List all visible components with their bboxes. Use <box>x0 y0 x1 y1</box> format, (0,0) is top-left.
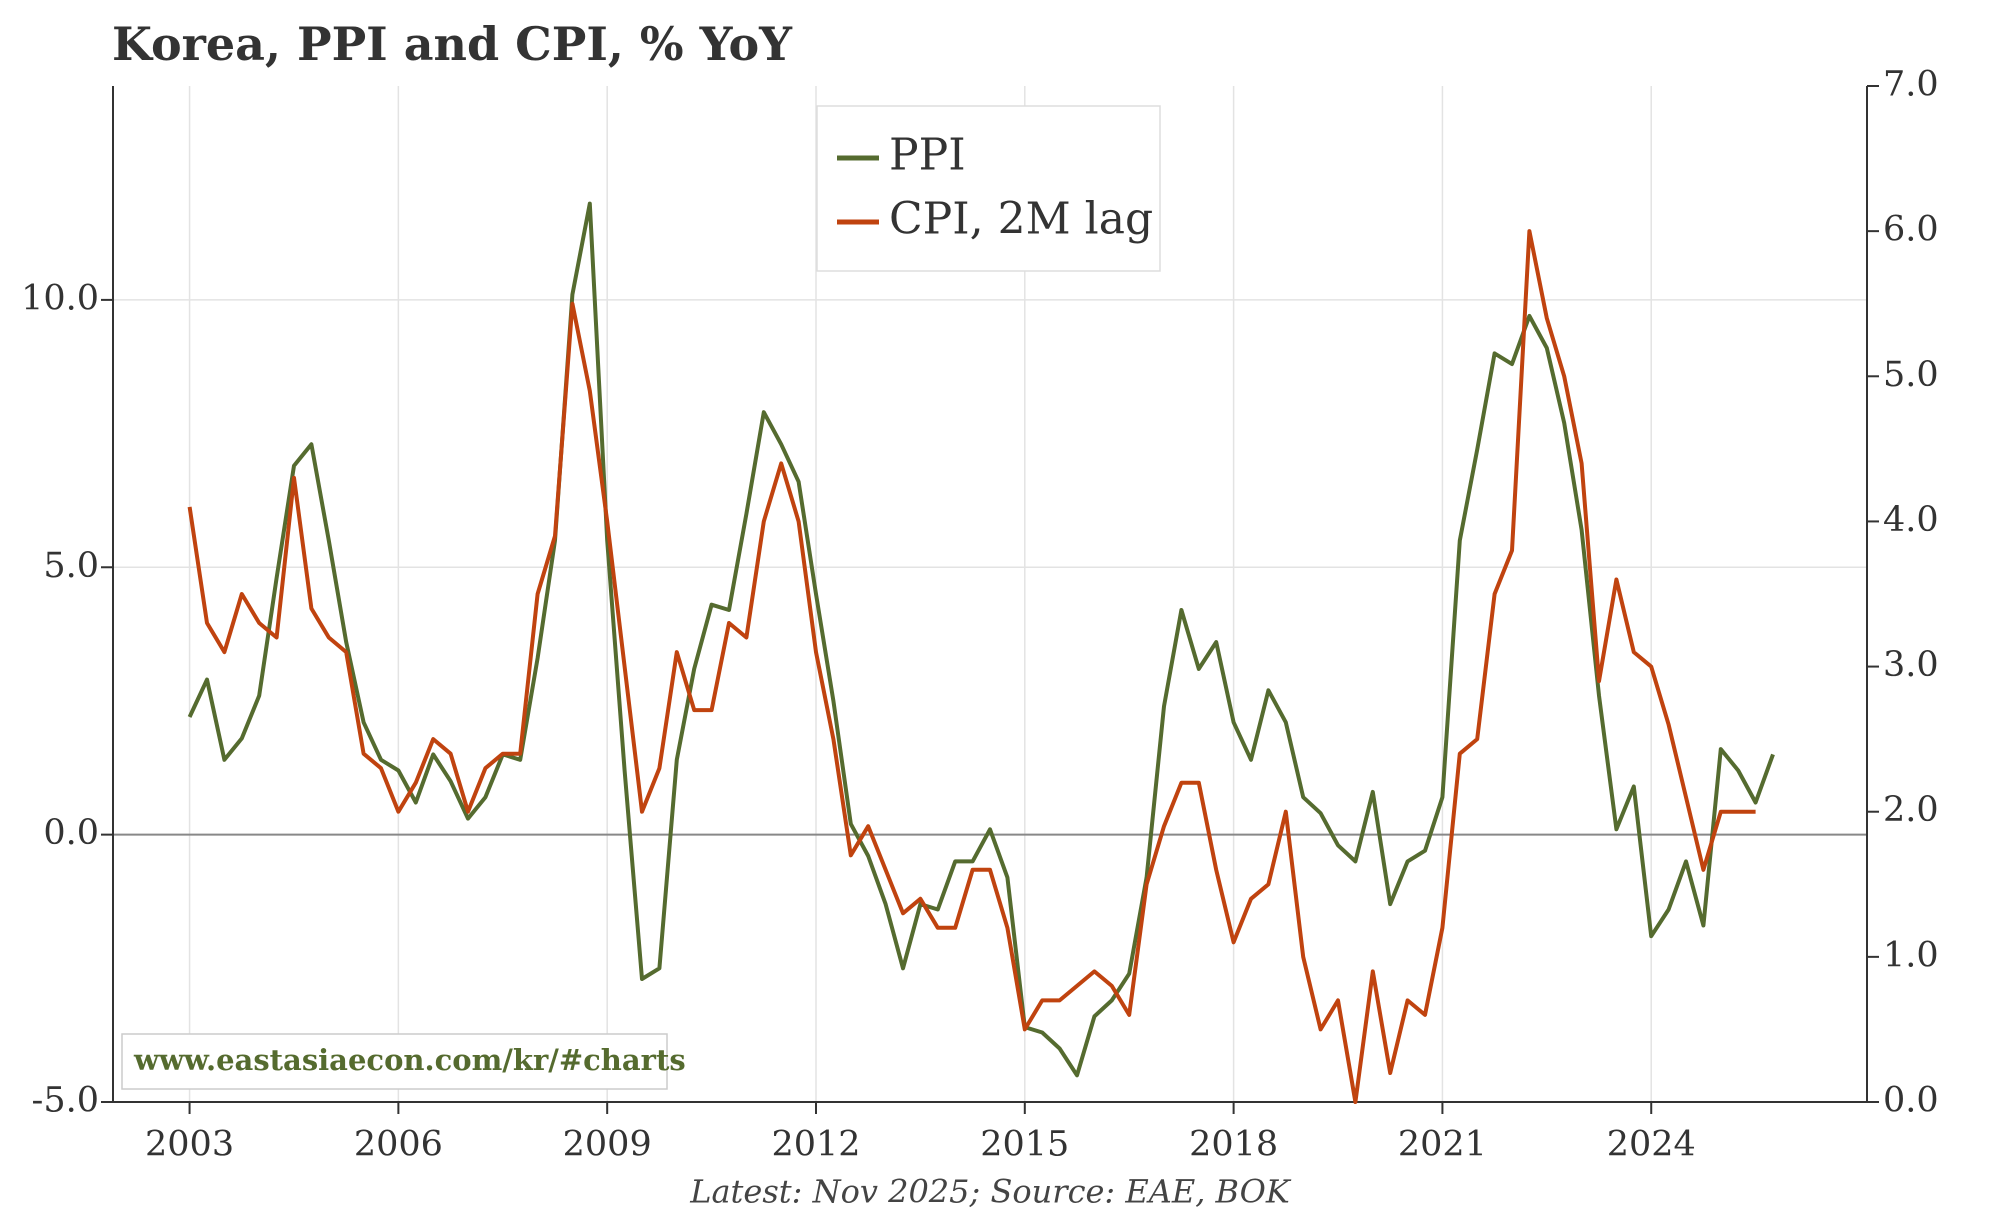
source-note: Latest: Nov 2025; Source: EAE, BOK <box>689 1173 1292 1211</box>
y-tick-label: -5.0 <box>32 1081 100 1121</box>
watermark-box <box>121 1033 668 1090</box>
y2-tick-label: 5.0 <box>1883 355 1939 395</box>
x-tick-label: 2006 <box>354 1125 443 1165</box>
series-line <box>187 201 1775 1078</box>
chart-title: Korea, PPI and CPI, % YoY <box>112 17 793 71</box>
y2-tick-label: 6.0 <box>1883 210 1939 250</box>
x-tick-label: 2012 <box>771 1125 860 1165</box>
x-tick-label: 2024 <box>1607 1125 1696 1165</box>
y2-tick-label: 7.0 <box>1883 65 1939 105</box>
legend-label: PPI <box>889 130 966 181</box>
y2-tick-label: 1.0 <box>1883 935 1939 975</box>
y-tick-label: 10.0 <box>21 278 99 318</box>
y-tick-label: 5.0 <box>43 546 99 586</box>
y2-tick-label: 4.0 <box>1883 500 1939 540</box>
y2-tick-label: 3.0 <box>1883 645 1939 685</box>
x-tick-label: 2003 <box>145 1125 234 1165</box>
x-tick-label: 2009 <box>563 1125 652 1165</box>
x-tick-label: 2018 <box>1189 1125 1278 1165</box>
y-tick-label: 0.0 <box>43 813 99 853</box>
legend-label: CPI, 2M lag <box>889 194 1153 245</box>
x-tick-label: 2015 <box>980 1125 1069 1165</box>
y2-tick-label: 2.0 <box>1883 790 1939 830</box>
x-tick-label: 2021 <box>1398 1125 1487 1165</box>
series-line <box>187 229 1756 1104</box>
watermark: www.eastasiaecon.com/kr/#charts <box>133 1043 686 1077</box>
y2-tick-label: 0.0 <box>1883 1081 1939 1121</box>
legend-box <box>816 105 1161 272</box>
